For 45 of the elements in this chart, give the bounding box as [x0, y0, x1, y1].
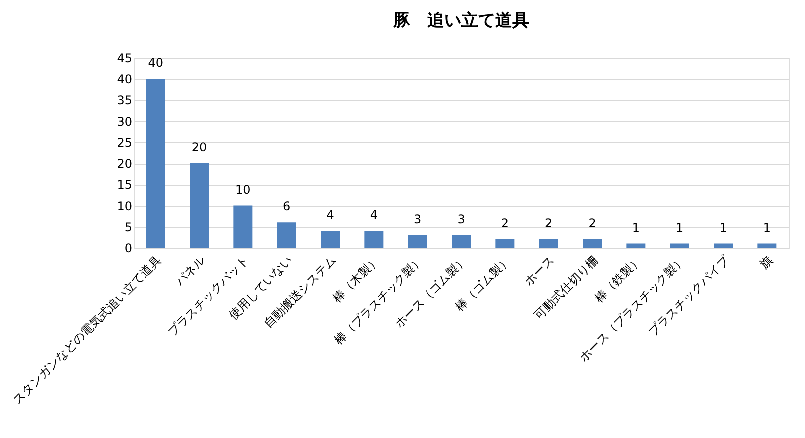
data-label: 3 [458, 212, 466, 226]
data-label: 1 [676, 220, 684, 235]
data-label: 1 [720, 220, 728, 235]
data-label: 2 [501, 216, 509, 231]
bar [539, 240, 558, 248]
data-label: 6 [283, 200, 291, 214]
bar [190, 164, 209, 248]
data-label: 40 [148, 56, 164, 70]
y-tick-label: 30 [117, 114, 132, 129]
data-label: 1 [763, 220, 771, 235]
data-label: 10 [236, 182, 251, 197]
y-tick-label: 15 [117, 178, 132, 192]
x-tick-label: ホース [522, 253, 558, 288]
bar [670, 244, 690, 248]
bar [583, 240, 602, 248]
bar [234, 206, 253, 248]
data-label: 20 [192, 140, 208, 155]
bar [321, 231, 340, 248]
y-tick-label: 35 [117, 94, 132, 108]
data-label: 1 [632, 220, 640, 235]
data-label: 2 [545, 216, 553, 231]
bar [277, 222, 296, 248]
bar [408, 235, 428, 248]
y-tick-label: 40 [117, 72, 132, 87]
x-tick-label: 旗 [757, 253, 776, 272]
bar [146, 79, 166, 248]
chart-title: 豚 追い立て道具 [392, 11, 530, 31]
data-label: 2 [588, 216, 596, 231]
bar [714, 244, 733, 248]
y-tick-label: 45 [117, 52, 132, 66]
bar [758, 244, 777, 248]
y-tick-label: 10 [117, 199, 132, 214]
x-tick-label: パネル [172, 253, 208, 290]
y-tick-label: 20 [117, 157, 132, 172]
data-label: 4 [326, 208, 334, 222]
bar [364, 231, 384, 248]
bar [626, 244, 646, 248]
bar [496, 240, 515, 248]
data-label: 3 [414, 212, 422, 226]
y-tick-label: 5 [124, 220, 132, 234]
data-label: 4 [370, 208, 378, 222]
y-tick-label: 25 [117, 136, 132, 150]
y-tick-label: 0 [124, 242, 132, 256]
bar [452, 235, 471, 248]
x-tick-label: スタンガンなどの電気式追い立て道具 [10, 253, 164, 408]
